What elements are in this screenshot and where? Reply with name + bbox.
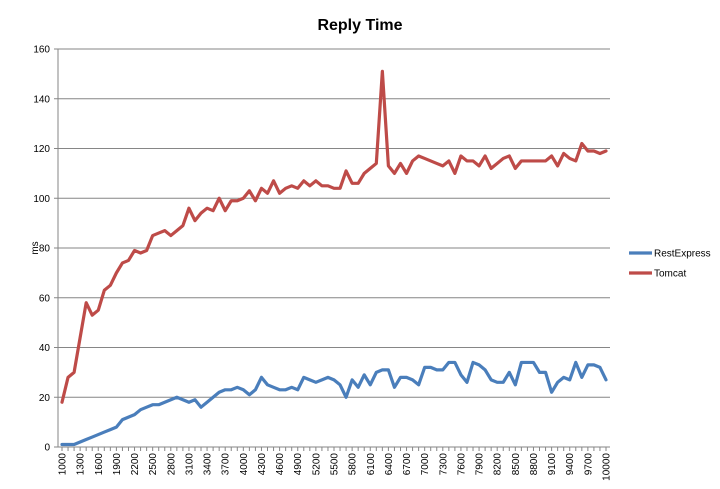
x-tick-label: 1600 (94, 453, 105, 476)
x-tick-label: 8200 (493, 453, 504, 476)
x-tick-label: 7600 (456, 453, 467, 476)
x-tick-label: 4600 (275, 453, 286, 476)
x-tick-label: 7900 (475, 453, 486, 476)
x-tick-label: 9100 (547, 453, 558, 476)
series-line-restexpress (60, 360, 608, 447)
x-tick-label: 3700 (221, 453, 232, 476)
x-tick-label: 4300 (257, 453, 268, 476)
legend-label: Tomcat (654, 269, 686, 280)
y-axis-ticks: 0 20 40 60 80 100 120 140 160 (33, 45, 58, 454)
x-tick-label: 5800 (348, 453, 359, 476)
x-tick-label: 1000 (58, 453, 69, 476)
x-tick-label: 6400 (384, 453, 395, 476)
x-tick-label: 7300 (438, 453, 449, 476)
y-tick-label: 60 (39, 293, 51, 304)
x-tick-label: 3400 (203, 453, 214, 476)
series-line-tomcat (60, 69, 608, 404)
y-tick-label: 40 (39, 343, 51, 354)
y-tick-label: 160 (33, 45, 50, 56)
x-tick-label: 2800 (166, 453, 177, 476)
x-tick-label: 1900 (112, 453, 123, 476)
y-tick-label: 80 (39, 244, 51, 255)
y-axis-label: ms (30, 241, 41, 254)
x-tick-label: 6700 (402, 453, 413, 476)
x-tick-label: 6100 (366, 453, 377, 476)
x-tick-label: 4900 (293, 453, 304, 476)
x-tick-label: 10000 (602, 453, 613, 481)
x-tick-label: 5500 (330, 453, 341, 476)
x-tick-label: 2200 (130, 453, 141, 476)
grid-lines (57, 48, 610, 448)
x-tick-label: 5200 (311, 453, 322, 476)
y-tick-label: 100 (33, 194, 50, 205)
x-tick-label: 2500 (148, 453, 159, 476)
y-tick-label: 20 (39, 393, 51, 404)
x-tick-label: 8800 (529, 453, 540, 476)
x-tick-label: 3100 (184, 453, 195, 476)
legend-label: RestExpress (654, 249, 711, 260)
y-tick-label: 140 (33, 94, 50, 105)
x-tick-label: 1300 (76, 453, 87, 476)
x-tick-label: 7000 (420, 453, 431, 476)
x-tick-label: 9700 (583, 453, 594, 476)
y-tick-label: 120 (33, 144, 50, 155)
chart-title: Reply Time (317, 17, 402, 34)
legend: RestExpress Tomcat (629, 249, 711, 280)
x-tick-label: 9400 (565, 453, 576, 476)
x-tick-label: 8500 (511, 453, 522, 476)
x-tick-label: 4000 (239, 453, 250, 476)
x-axis-ticks: 1000 1300 1600 1900 2200 2500 2800 3100 3400 3700… (58, 447, 613, 481)
y-tick-label: 0 (44, 443, 50, 454)
series-lines (60, 69, 608, 447)
